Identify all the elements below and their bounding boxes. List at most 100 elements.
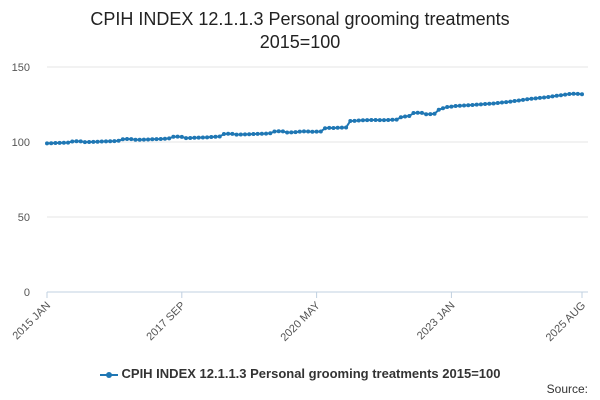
data-point [70, 139, 75, 144]
data-point [352, 118, 357, 123]
data-point [167, 136, 172, 141]
data-point [57, 140, 62, 145]
x-axis-tick-labels: 2015 JAN 2017 SEP 2020 MAY 2023 JAN 2025 AUG [10, 299, 588, 344]
data-point [238, 132, 243, 137]
data-point [360, 118, 365, 123]
data-point [403, 114, 408, 119]
data-point [285, 130, 290, 135]
data-point [491, 101, 496, 106]
data-point [221, 132, 226, 137]
data-point [188, 135, 193, 140]
data-point [146, 137, 151, 142]
data-point [61, 140, 66, 145]
data-point [398, 115, 403, 120]
data-point [259, 131, 264, 136]
data-point [133, 137, 138, 142]
data-point [525, 97, 530, 102]
data-point [251, 132, 256, 137]
data-point [184, 136, 189, 141]
data-point [297, 129, 302, 134]
y-tick-label-150: 150 [12, 62, 30, 74]
data-point [424, 112, 429, 117]
data-point [483, 102, 488, 107]
data-point [373, 117, 378, 122]
data-point [377, 118, 382, 123]
data-point [318, 129, 323, 134]
data-point [449, 104, 454, 109]
data-point [158, 137, 163, 141]
data-point [234, 132, 239, 137]
data-point [550, 94, 555, 99]
data-point [209, 135, 214, 140]
data-point [78, 139, 83, 144]
data-point [415, 110, 420, 115]
data-point [116, 138, 121, 143]
data-point [74, 139, 79, 144]
data-point [411, 111, 416, 116]
data-point [264, 131, 269, 136]
chart-title-line-2: 2015=100 [259, 32, 341, 52]
data-point [382, 118, 387, 123]
data-point [474, 102, 479, 107]
x-tick-label-1: 2017 SEP [144, 300, 188, 344]
data-point [87, 140, 92, 144]
x-tick-label-3: 2023 JAN [415, 300, 458, 343]
data-point [546, 95, 551, 99]
data-point [554, 93, 559, 98]
data-point [495, 101, 500, 105]
data-point [407, 114, 412, 119]
data-point [323, 126, 328, 131]
data-point [470, 102, 475, 107]
data-point [66, 140, 71, 145]
data-point [99, 139, 104, 144]
data-point [129, 137, 134, 142]
data-point [162, 136, 167, 141]
data-point [247, 132, 252, 137]
data-point [276, 129, 281, 134]
data-point [394, 117, 399, 122]
data-point [369, 117, 374, 122]
data-point [537, 95, 542, 100]
legend-label: CPIH INDEX 12.1.1.3 Personal grooming tr… [121, 366, 501, 381]
data-point [192, 135, 197, 140]
chart-title: CPIH INDEX 12.1.1.3 Personal grooming tr… [0, 8, 600, 54]
series-cpih-personal-grooming[interactable] [45, 91, 584, 146]
data-point [466, 103, 471, 108]
gridlines [47, 66, 588, 218]
data-point [141, 137, 146, 142]
y-tick-label-0: 0 [24, 287, 30, 299]
data-point [91, 139, 96, 144]
data-point [457, 103, 462, 108]
source-label: Source: [546, 382, 588, 396]
legend[interactable]: CPIH INDEX 12.1.1.3 Personal grooming tr… [0, 366, 600, 381]
data-point [103, 139, 108, 144]
x-tick-label-2: 2020 MAY [278, 299, 323, 344]
data-point [499, 100, 504, 105]
data-point [301, 129, 306, 134]
data-point [563, 92, 568, 97]
y-tick-label-50: 50 [18, 212, 30, 224]
data-point [112, 139, 117, 144]
data-point [175, 134, 180, 139]
data-point [310, 129, 315, 134]
x-tick-label-4: 2025 AUG [544, 300, 588, 344]
data-point [558, 93, 563, 98]
data-point [390, 117, 395, 122]
data-point [49, 141, 54, 146]
data-point [306, 129, 311, 134]
data-point [154, 137, 159, 142]
data-point [516, 98, 521, 103]
data-point [230, 131, 235, 136]
y-axis-tick-labels: 0 50 100 150 [12, 62, 30, 299]
data-point [200, 135, 205, 140]
data-point [179, 134, 184, 139]
data-point [268, 131, 273, 136]
data-point [272, 129, 277, 134]
data-point [580, 92, 584, 97]
data-point [171, 134, 176, 139]
legend-swatch-line-icon [99, 369, 118, 381]
data-point [436, 107, 441, 112]
data-point [217, 134, 222, 139]
data-point [289, 130, 294, 135]
